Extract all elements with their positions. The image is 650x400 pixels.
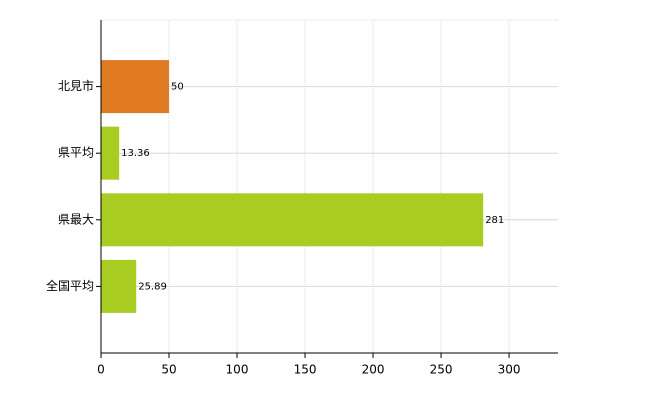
value-label: 281 [485,215,504,226]
x-tick-label: 250 [430,363,453,377]
y-tick-label: 北見市 [58,78,94,93]
y-tick-label: 県平均 [58,146,94,160]
x-tick-label: 200 [362,363,385,377]
bar [101,126,120,180]
value-label: 50 [171,82,184,93]
x-tick-label: 0 [97,363,105,377]
bar [101,259,137,313]
y-tick-label: 全国平均 [46,278,94,293]
value-label: 25.89 [138,281,167,292]
bar [101,193,484,247]
x-tick-label: 150 [294,363,317,377]
x-tick-label: 100 [226,363,249,377]
x-tick-label: 300 [498,363,521,377]
value-label: 13.36 [121,148,150,159]
x-tick-label: 50 [161,363,176,377]
bar [101,60,170,114]
y-tick-label: 県最大 [58,212,94,226]
